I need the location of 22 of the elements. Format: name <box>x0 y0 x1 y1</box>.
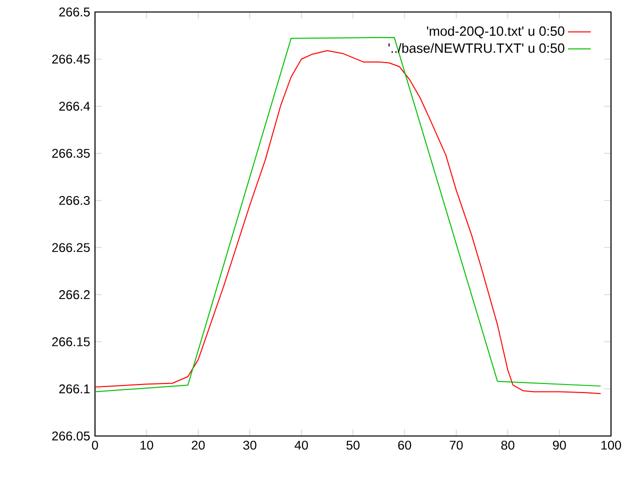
y-tick-label: 266.4 <box>59 102 90 111</box>
x-tick-label: 90 <box>552 440 566 450</box>
y-tick-label: 266.25 <box>52 243 90 252</box>
y-tick-label: 266.05 <box>52 432 90 440</box>
x-tick-label: 80 <box>501 440 514 450</box>
x-tick-label: 70 <box>450 440 463 450</box>
y-tick-label: 266.15 <box>52 337 90 346</box>
y-tick-label: 266.5 <box>59 8 90 16</box>
x-tick-label: 10 <box>140 440 154 450</box>
x-tick-label: 0 <box>92 440 98 450</box>
legend-label: 'mod-20Q-10.txt' u 0:50 <box>426 26 564 38</box>
y-tick-label: 266.35 <box>52 148 90 158</box>
y-tick-label: 266.3 <box>59 196 90 205</box>
x-tick-label: 50 <box>346 440 360 450</box>
y-tick-label: 266.1 <box>59 384 90 394</box>
x-tick-label: 60 <box>398 440 412 450</box>
y-tick-label: 266.45 <box>52 54 90 64</box>
x-tick-label: 100 <box>601 440 622 450</box>
y-tick-label: 266.2 <box>59 290 90 300</box>
x-tick-label: 40 <box>294 440 308 450</box>
x-tick-label: 20 <box>192 440 205 450</box>
x-tick-label: 30 <box>243 440 256 450</box>
